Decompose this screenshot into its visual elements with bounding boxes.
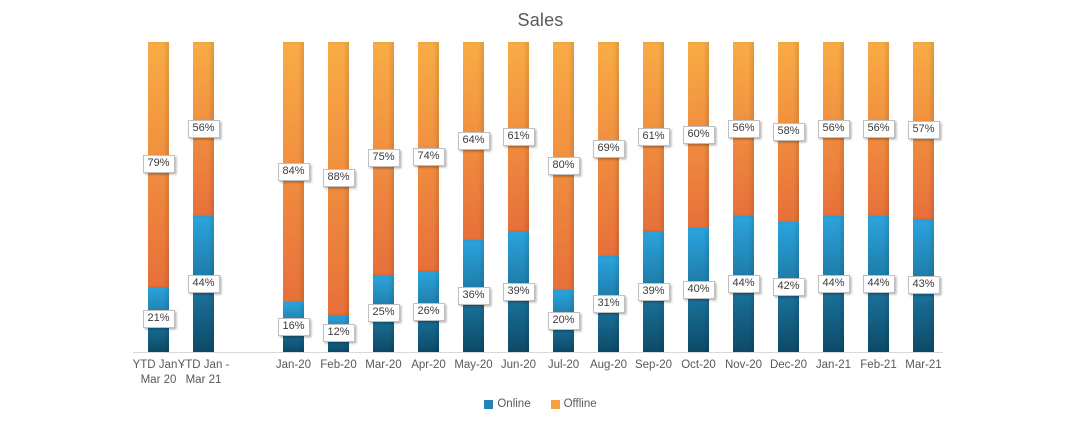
legend: Online Offline (0, 398, 1081, 410)
x-axis-label: May-20 (454, 359, 493, 371)
x-axis-label: Jan-20 (275, 359, 312, 371)
data-label-offline: 57% (907, 121, 940, 140)
data-label-online: 21% (142, 310, 175, 329)
data-label-offline: 84% (277, 163, 310, 182)
data-label-online: 39% (637, 282, 670, 301)
legend-label-online: Online (497, 398, 531, 410)
legend-swatch-online (484, 399, 494, 409)
data-label-online: 40% (682, 281, 715, 299)
x-axis-label: Nov-20 (724, 359, 763, 371)
data-label-offline: 80% (547, 157, 580, 175)
data-label-offline: 56% (817, 119, 850, 138)
data-label-offline: 58% (772, 122, 805, 141)
data-label-offline: 79% (142, 155, 175, 174)
x-axis-label: Jun-20 (500, 359, 537, 371)
data-label-online: 44% (727, 274, 760, 293)
data-label-offline: 56% (862, 119, 895, 138)
data-label-offline: 69% (592, 139, 625, 158)
data-label-online: 36% (457, 287, 490, 306)
data-label-online: 12% (322, 324, 355, 343)
data-label-offline: 61% (637, 127, 670, 146)
legend-item-offline: Offline (550, 398, 597, 410)
x-axis-label: Oct-20 (681, 359, 716, 371)
x-axis-label: YTD Jan - Mar 21 (177, 359, 230, 386)
x-axis-line (133, 352, 943, 353)
data-label-offline: 74% (412, 147, 445, 166)
data-label-online: 20% (547, 312, 580, 330)
data-label-online: 25% (367, 304, 400, 323)
data-label-online: 44% (862, 274, 895, 293)
data-label-online: 44% (187, 274, 220, 293)
x-axis-label: Mar-20 (365, 359, 402, 371)
data-label-offline: 56% (187, 119, 220, 138)
data-label-offline: 60% (682, 126, 715, 144)
x-axis-label: Feb-20 (320, 359, 357, 371)
x-axis-label: Apr-20 (411, 359, 446, 371)
data-label-offline: 64% (457, 132, 490, 151)
data-label-offline: 61% (502, 127, 535, 146)
x-axis-label: Jan-21 (815, 359, 852, 371)
x-axis-label: Mar-21 (905, 359, 942, 371)
data-label-online: 42% (772, 277, 805, 296)
legend-label-offline: Offline (563, 398, 597, 410)
data-label-online: 39% (502, 282, 535, 301)
data-label-offline: 56% (727, 119, 760, 138)
data-label-online: 31% (592, 294, 625, 313)
x-axis-label: YTD Jan - Mar 20 (132, 359, 185, 386)
x-axis-label: Feb-21 (860, 359, 897, 371)
legend-item-online: Online (484, 398, 531, 410)
data-label-online: 16% (277, 318, 310, 337)
data-label-online: 44% (817, 274, 850, 293)
chart-title: Sales (517, 10, 564, 30)
legend-swatch-offline (550, 399, 560, 409)
data-label-online: 43% (907, 276, 940, 295)
x-axis-label: Aug-20 (589, 359, 628, 371)
data-label-offline: 75% (367, 149, 400, 168)
data-label-online: 26% (412, 302, 445, 321)
x-axis-label: Jul-20 (547, 359, 580, 371)
x-axis-label: Dec-20 (769, 359, 808, 371)
x-axis-label: Sep-20 (634, 359, 673, 371)
data-label-offline: 88% (322, 169, 355, 188)
